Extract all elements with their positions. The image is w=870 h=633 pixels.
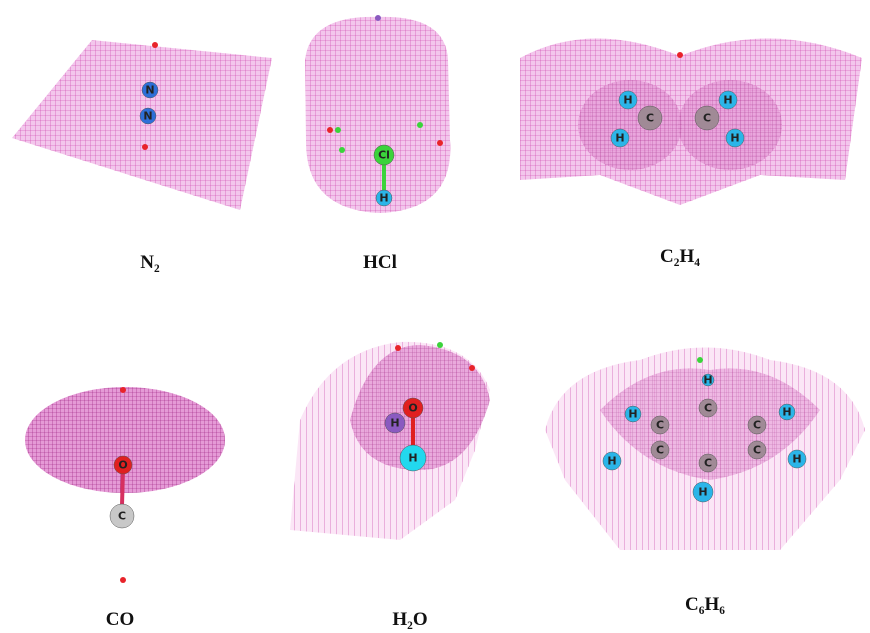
surface-n2 xyxy=(12,40,272,210)
figure: N₂NNHClClHC₂H₄HCHCHHCOOCH₂OOHHC₆H₆CCCCCC… xyxy=(0,0,870,633)
molecule-label: C₆H₆ xyxy=(685,594,725,615)
atom-symbol: H xyxy=(698,486,707,499)
atom-symbol: O xyxy=(118,459,127,472)
atom-symbol: C xyxy=(656,419,664,432)
atom-symbol: H xyxy=(703,374,712,387)
atom-symbol: H xyxy=(615,132,624,145)
atom-symbol: C xyxy=(656,444,664,457)
atom-symbol: C xyxy=(704,457,712,470)
atom-symbol: H xyxy=(792,453,801,466)
atom-symbol: N xyxy=(145,84,154,97)
atom-symbol: O xyxy=(408,402,417,415)
atom-symbol: H xyxy=(607,455,616,468)
molecule-label: CO xyxy=(106,609,135,630)
atom-symbol: H xyxy=(379,192,388,205)
surface-hcl xyxy=(305,17,450,213)
atom-symbol: H xyxy=(390,417,399,430)
surface-co xyxy=(25,387,225,493)
atom-symbol: C xyxy=(703,112,711,125)
atom-symbol: H xyxy=(628,408,637,421)
atom-symbol: H xyxy=(723,94,732,107)
atom-symbol: C xyxy=(704,402,712,415)
molecule-label: C₂H₄ xyxy=(660,246,700,267)
atom-symbol: H xyxy=(623,94,632,107)
atom-symbol: H xyxy=(782,406,791,419)
atom-symbol: C xyxy=(646,112,654,125)
atom-symbol: H xyxy=(408,452,417,465)
atom-symbol: N xyxy=(143,110,152,123)
molecule-label: N₂ xyxy=(140,252,160,273)
molecule-label: H₂O xyxy=(392,609,427,630)
atom-symbol: H xyxy=(730,132,739,145)
atom-symbol: Cl xyxy=(378,149,390,162)
atom-symbol: C xyxy=(753,444,761,457)
molecule-label: HCl xyxy=(363,252,397,273)
atom-symbol: C xyxy=(753,419,761,432)
atom-symbol: C xyxy=(118,510,126,523)
